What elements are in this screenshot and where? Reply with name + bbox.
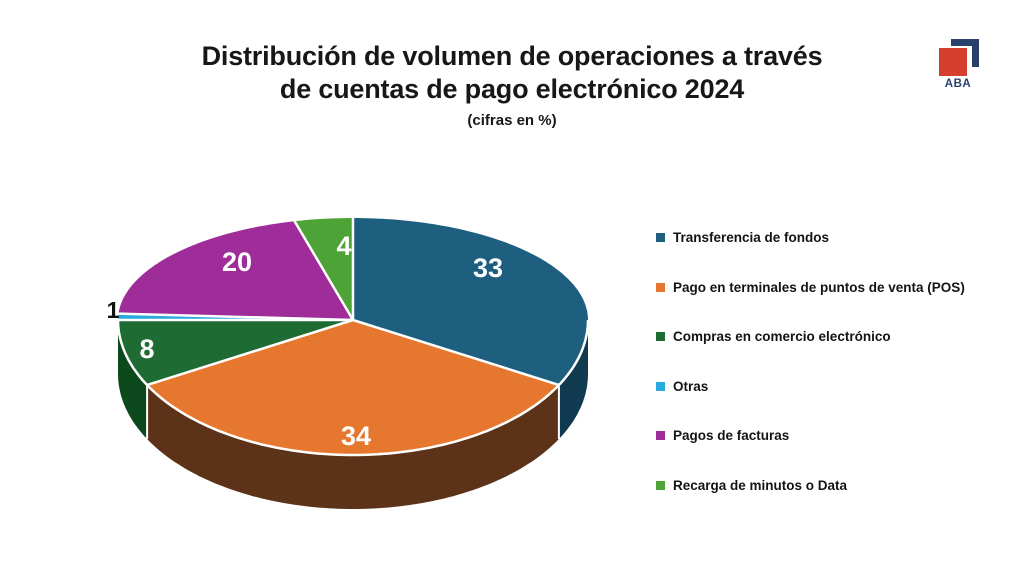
legend-label: Transferencia de fondos — [673, 230, 830, 245]
legend-swatch-icon — [656, 382, 665, 391]
legend-label: Otras — [673, 379, 709, 394]
legend-item-compras-comercio-electronico: Compras en comercio electrónico — [656, 327, 891, 346]
legend-swatch-icon — [656, 481, 665, 490]
legend-swatch-icon — [656, 283, 665, 292]
legend-swatch-icon — [656, 233, 665, 242]
pie-slice-side-compras-comercio-electronico — [118, 320, 148, 439]
logo-bracket-icon — [972, 39, 979, 67]
pie-slice-divider — [117, 312, 355, 322]
legend-item-pagos-de-facturas: Pagos de facturas — [656, 426, 789, 445]
legend-label: Pagos de facturas — [673, 428, 790, 443]
pie-value-label-recarga-minutos-o-data: 4 — [336, 231, 351, 261]
pie-value-label-compras-comercio-electronico: 8 — [139, 334, 154, 364]
pie-slice-side-pago-terminales-pos — [147, 385, 559, 509]
legend-swatch-icon — [656, 431, 665, 440]
pie-slice-transferencia-de-fondos — [353, 218, 588, 385]
legend-swatch-icon — [656, 332, 665, 341]
pie-slice-side-transferencia-de-fondos — [558, 320, 588, 439]
legend-label: Recarga de minutos o Data — [673, 478, 848, 493]
chart-title-line-1: Distribución de volumen de operaciones a… — [201, 41, 823, 71]
chart-title-line-2: de cuentas de pago electrónico 2024 — [279, 74, 745, 104]
pie-slice-divider — [293, 219, 355, 322]
pie-slice-divider — [145, 318, 355, 387]
legend-item-pago-terminales-pos: Pago en terminales de puntos de venta (P… — [656, 278, 965, 297]
pie-slice-pagos-de-facturas — [118, 221, 353, 320]
pie-value-label-pago-terminales-pos: 34 — [341, 421, 371, 451]
pie-front-rim — [116, 319, 590, 457]
pie-value-label-transferencia-de-fondos: 33 — [473, 253, 503, 283]
legend-label: Pago en terminales de puntos de venta (P… — [673, 280, 965, 295]
logo-text: ABA — [944, 78, 972, 90]
chart-subtitle: (cifras en %) — [467, 112, 557, 129]
pie-value-label-pagos-de-facturas: 20 — [222, 247, 252, 277]
logo-square-icon — [939, 48, 967, 76]
legend-item-otras: Otras — [656, 377, 708, 396]
legend-item-recarga-minutos-o-data: Recarga de minutos o Data — [656, 476, 847, 495]
pie-value-label-otras: 1 — [107, 297, 120, 323]
pie-slice-divider — [351, 318, 561, 387]
legend-item-transferencia-de-fondos: Transferencia de fondos — [656, 228, 829, 247]
aba-logo: ABA — [935, 30, 995, 92]
legend-label: Compras en comercio electrónico — [673, 329, 891, 344]
pie-slice-compras-comercio-electronico — [118, 320, 353, 385]
logo-bracket-icon — [951, 39, 979, 46]
